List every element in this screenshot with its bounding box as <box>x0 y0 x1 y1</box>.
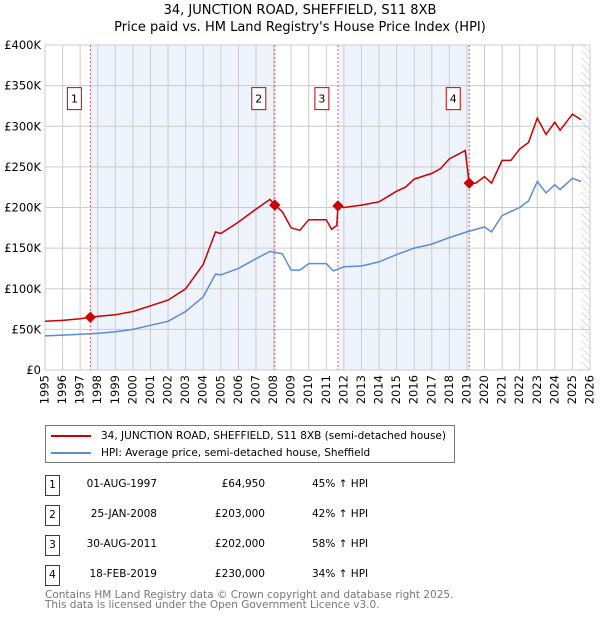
sale-point <box>463 177 475 189</box>
transaction-marker: 4 <box>45 565 60 586</box>
transaction-marker: 2 <box>45 505 60 526</box>
x-tick-label: 2006 <box>231 375 245 404</box>
transaction-price: £230,000 <box>214 568 265 580</box>
x-tick-label: 2003 <box>178 375 192 404</box>
y-tick-label: £250K <box>4 160 41 174</box>
legend-label-hpi: HPI: Average price, semi-detached house,… <box>101 447 371 459</box>
x-tick-label: 2023 <box>530 375 544 404</box>
x-tick-label: 2014 <box>372 375 386 404</box>
transaction-date: 25-JAN-2008 <box>90 508 157 520</box>
hpi-line <box>44 177 582 337</box>
x-tick-label: 2010 <box>301 375 315 404</box>
transaction-marker: 1 <box>45 475 60 496</box>
x-tick-label: 2018 <box>442 375 456 404</box>
x-tick-label: 2016 <box>407 375 421 404</box>
footer-copyright: Contains HM Land Registry data © Crown c… <box>45 589 454 601</box>
x-tick-label: 2022 <box>512 375 526 404</box>
x-tick-label: 1999 <box>108 375 122 404</box>
y-tick-label: £100K <box>4 282 41 296</box>
sale-label: 4 <box>450 93 457 106</box>
x-tick-label: 2015 <box>389 375 403 404</box>
x-tick-label: 2009 <box>284 375 298 404</box>
x-tick-label: 1997 <box>73 375 87 404</box>
transaction-price: £202,000 <box>214 538 265 550</box>
y-tick-label: £50K <box>12 322 42 336</box>
sale-label-box <box>314 87 330 111</box>
transaction-price: £203,000 <box>214 508 265 520</box>
sale-label-box <box>445 87 461 111</box>
chart-legend: 34, JUNCTION ROAD, SHEFFIELD, S11 8XB (s… <box>45 425 455 463</box>
price-chart: 1995 1996 1997 1998 1999 2000 2001 2002 2003 2004… <box>4 38 597 404</box>
y-tick-label: £150K <box>4 241 41 255</box>
x-tick-label: 2004 <box>196 375 210 404</box>
x-tick-label: 2020 <box>477 375 491 404</box>
sale-point <box>332 200 344 212</box>
transaction-hpi-change: 45% ↑ HPI <box>312 478 369 490</box>
x-tick-label: 2007 <box>248 375 262 404</box>
y-tick-label: £350K <box>4 79 41 93</box>
x-tick-label: 2025 <box>565 375 579 404</box>
x-tick-label: 2008 <box>266 375 280 404</box>
y-tick-label: £200K <box>4 201 41 215</box>
x-tick-label: 2005 <box>213 375 227 404</box>
transaction-hpi-change: 34% ↑ HPI <box>312 568 369 580</box>
chart-subtitle: Price paid vs. HM Land Registry's House … <box>114 20 486 35</box>
x-tick-label: 2026 <box>583 375 597 404</box>
sale-label: 1 <box>71 93 78 106</box>
transaction-date: 18-FEB-2019 <box>89 568 157 580</box>
sale-label-box <box>251 87 267 111</box>
legend-swatch-red <box>51 435 91 437</box>
x-tick-label: 1995 <box>38 375 52 404</box>
x-tick-label: 2013 <box>354 375 368 404</box>
x-tick-label: 2024 <box>547 375 561 404</box>
x-tick-label: 2000 <box>125 375 139 404</box>
x-tick-label: 1998 <box>90 375 104 404</box>
sale-point <box>269 199 281 211</box>
x-tick-label: 2011 <box>319 375 333 404</box>
footer-licence: This data is licensed under the Open Gov… <box>45 599 380 611</box>
legend-swatch-blue <box>51 452 91 454</box>
sale-label-box <box>66 87 82 111</box>
y-tick-label: £0 <box>26 363 41 377</box>
transaction-hpi-change: 58% ↑ HPI <box>312 538 369 550</box>
y-tick-label: £400K <box>4 38 41 52</box>
plot-border <box>44 44 591 371</box>
sale-label: 3 <box>318 93 325 106</box>
x-tick-label: 2012 <box>336 375 350 404</box>
x-tick-label: 2021 <box>495 375 509 404</box>
x-tick-label: 2001 <box>143 375 157 404</box>
transaction-date: 30-AUG-2011 <box>86 538 157 550</box>
transaction-hpi-change: 42% ↑ HPI <box>312 508 369 520</box>
transaction-date: 01-AUG-1997 <box>86 478 157 490</box>
x-tick-label: 2017 <box>424 375 438 404</box>
legend-label-property: 34, JUNCTION ROAD, SHEFFIELD, S11 8XB (s… <box>101 430 446 442</box>
legend-item-property: 34, JUNCTION ROAD, SHEFFIELD, S11 8XB (s… <box>46 428 446 444</box>
y-tick-label: £300K <box>4 119 41 133</box>
x-tick-label: 2002 <box>161 375 175 404</box>
chart-title: 34, JUNCTION ROAD, SHEFFIELD, S11 8XB <box>163 3 437 18</box>
x-tick-label: 2019 <box>459 375 473 404</box>
legend-item-hpi: HPI: Average price, semi-detached house,… <box>46 445 370 461</box>
transaction-marker: 3 <box>45 535 60 556</box>
x-tick-label: 1996 <box>55 375 69 404</box>
transaction-price: £64,950 <box>221 478 265 490</box>
sale-label: 2 <box>255 93 262 106</box>
